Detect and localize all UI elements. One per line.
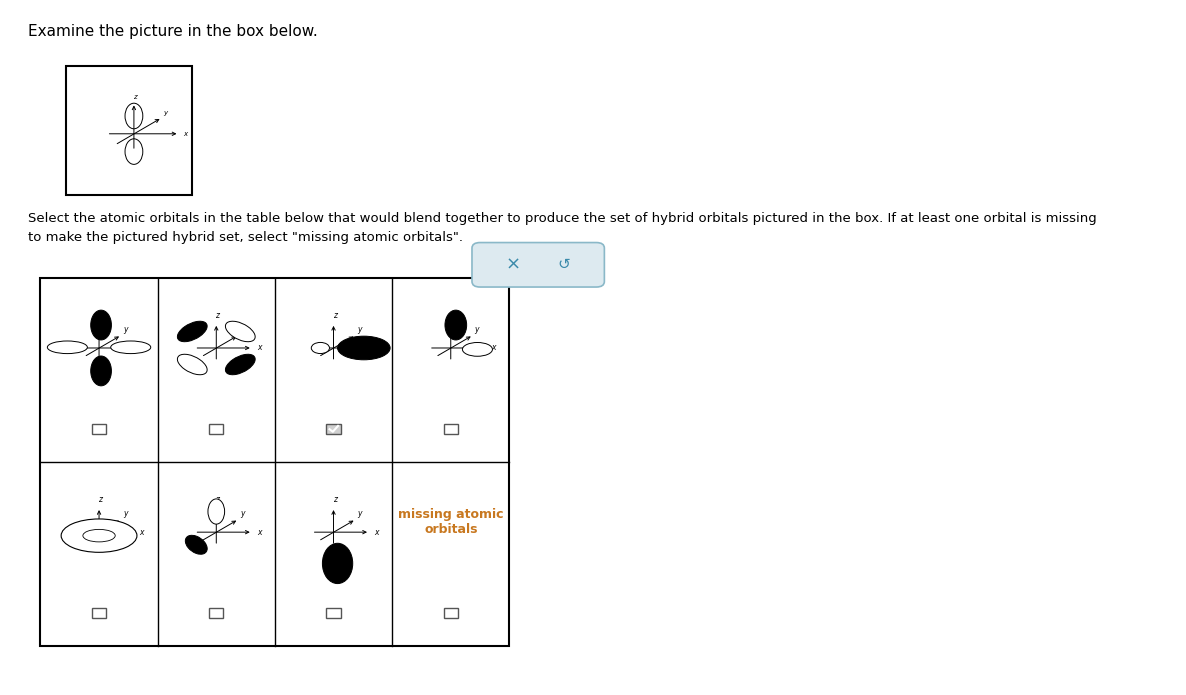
Bar <box>444 424 458 434</box>
FancyBboxPatch shape <box>472 243 605 287</box>
Text: ↺: ↺ <box>557 257 570 272</box>
Text: z: z <box>332 311 337 320</box>
Text: x: x <box>140 528 144 537</box>
Ellipse shape <box>125 104 142 129</box>
Text: z: z <box>449 311 454 320</box>
Ellipse shape <box>83 530 115 542</box>
Bar <box>209 608 223 618</box>
Ellipse shape <box>125 139 142 165</box>
Text: y: y <box>240 325 244 334</box>
Bar <box>93 608 106 618</box>
Bar <box>326 424 340 434</box>
Text: Examine the picture in the box below.: Examine the picture in the box below. <box>28 24 318 40</box>
Ellipse shape <box>311 343 330 354</box>
Text: x: x <box>491 343 496 352</box>
Text: z: z <box>98 311 102 320</box>
Ellipse shape <box>208 499 224 524</box>
Text: x: x <box>374 528 378 537</box>
Text: y: y <box>357 325 362 334</box>
Text: z: z <box>98 496 102 505</box>
Ellipse shape <box>338 336 390 360</box>
Text: x: x <box>140 343 144 352</box>
Text: x: x <box>256 343 261 352</box>
Bar <box>93 424 106 434</box>
Text: missing atomic
orbitals: missing atomic orbitals <box>398 508 504 536</box>
Ellipse shape <box>463 343 492 357</box>
Ellipse shape <box>185 535 208 554</box>
Bar <box>444 608 458 618</box>
Text: x: x <box>374 343 378 352</box>
Text: y: y <box>357 509 362 518</box>
Bar <box>209 424 223 434</box>
Text: y: y <box>122 325 127 334</box>
Ellipse shape <box>62 519 136 553</box>
Text: z: z <box>216 311 219 320</box>
Ellipse shape <box>178 321 208 342</box>
Text: y: y <box>474 325 479 334</box>
Bar <box>40 278 509 646</box>
Text: x: x <box>184 131 187 137</box>
Ellipse shape <box>110 341 151 354</box>
Text: Select the atomic orbitals in the table below that would blend together to produ: Select the atomic orbitals in the table … <box>28 212 1097 225</box>
Ellipse shape <box>445 310 466 340</box>
Text: to make the pictured hybrid set, select "missing atomic orbitals".: to make the pictured hybrid set, select … <box>28 231 464 244</box>
Ellipse shape <box>225 354 255 375</box>
Text: y: y <box>122 509 127 518</box>
Text: y: y <box>240 509 244 518</box>
Ellipse shape <box>323 543 352 584</box>
Text: x: x <box>256 528 261 537</box>
Ellipse shape <box>47 341 88 354</box>
Text: y: y <box>164 111 167 116</box>
Text: z: z <box>332 496 337 505</box>
Bar <box>65 66 192 195</box>
Bar <box>326 608 340 618</box>
Text: z: z <box>133 94 136 100</box>
Ellipse shape <box>90 356 111 386</box>
Ellipse shape <box>90 310 111 340</box>
Ellipse shape <box>178 354 208 375</box>
Text: ×: × <box>505 256 521 274</box>
Text: z: z <box>216 496 219 505</box>
Ellipse shape <box>225 321 255 342</box>
